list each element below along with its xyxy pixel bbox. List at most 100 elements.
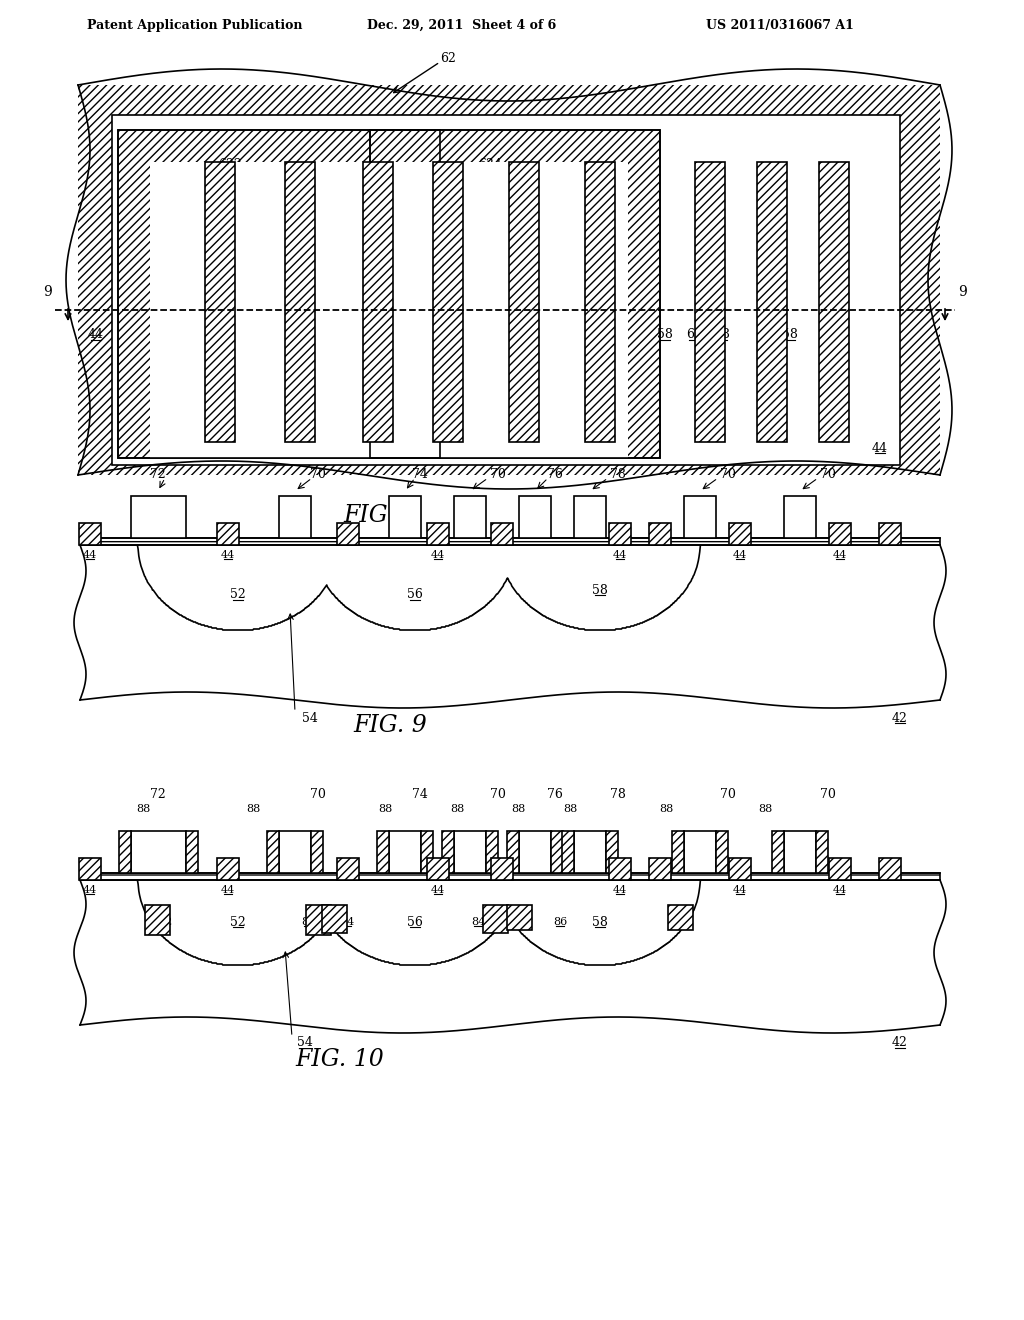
Text: 42: 42 bbox=[892, 711, 908, 725]
Text: 44: 44 bbox=[833, 550, 847, 560]
Text: 66: 66 bbox=[686, 329, 702, 342]
Bar bbox=[389, 496, 421, 539]
Text: 44: 44 bbox=[733, 884, 748, 895]
Bar bbox=[130, 496, 185, 539]
Bar bbox=[695, 162, 725, 442]
Text: 88: 88 bbox=[450, 804, 464, 814]
Text: 62: 62 bbox=[440, 51, 456, 65]
Text: 70: 70 bbox=[720, 788, 736, 801]
Bar bbox=[609, 523, 631, 545]
Bar bbox=[879, 523, 901, 545]
Bar bbox=[362, 162, 393, 442]
Bar bbox=[490, 858, 513, 880]
Text: 58: 58 bbox=[657, 329, 673, 342]
Text: FIG. 9: FIG. 9 bbox=[353, 714, 427, 738]
Text: 70: 70 bbox=[310, 788, 326, 801]
Bar bbox=[784, 832, 816, 873]
Bar bbox=[427, 523, 449, 545]
Text: 88: 88 bbox=[658, 804, 673, 814]
Bar bbox=[82, 539, 940, 545]
Bar bbox=[285, 162, 315, 442]
Text: 74: 74 bbox=[412, 467, 428, 480]
Text: 44: 44 bbox=[613, 884, 627, 895]
Text: 58: 58 bbox=[592, 583, 608, 597]
Bar bbox=[112, 115, 900, 465]
Bar bbox=[829, 523, 851, 545]
Bar bbox=[306, 906, 331, 935]
Bar bbox=[364, 162, 392, 441]
Bar bbox=[427, 858, 449, 880]
Text: 76: 76 bbox=[547, 467, 563, 480]
Bar bbox=[267, 832, 279, 873]
Bar bbox=[684, 496, 716, 539]
Bar bbox=[130, 832, 185, 873]
Bar bbox=[585, 162, 615, 442]
Bar bbox=[729, 523, 751, 545]
Text: 44: 44 bbox=[833, 884, 847, 895]
Bar bbox=[509, 162, 539, 442]
Bar bbox=[819, 162, 849, 442]
Text: 42: 42 bbox=[892, 1036, 908, 1049]
Bar bbox=[519, 832, 551, 873]
Bar bbox=[483, 906, 508, 933]
Polygon shape bbox=[80, 880, 940, 1026]
Bar bbox=[285, 162, 315, 442]
Bar bbox=[322, 906, 347, 933]
Text: 44: 44 bbox=[221, 550, 236, 560]
Bar bbox=[433, 162, 463, 442]
Text: 44: 44 bbox=[83, 550, 97, 560]
Bar bbox=[586, 162, 614, 441]
Bar bbox=[185, 832, 198, 873]
Text: 44: 44 bbox=[872, 441, 888, 454]
Bar bbox=[402, 162, 628, 458]
Bar bbox=[370, 129, 660, 458]
Text: 70: 70 bbox=[720, 467, 736, 480]
Bar bbox=[510, 162, 538, 441]
Text: 70: 70 bbox=[820, 788, 836, 801]
Bar bbox=[486, 832, 498, 873]
Bar bbox=[829, 858, 851, 880]
Text: 88: 88 bbox=[378, 804, 392, 814]
Bar bbox=[118, 129, 440, 458]
Bar bbox=[217, 858, 239, 880]
Text: 88: 88 bbox=[511, 804, 525, 814]
Bar bbox=[337, 858, 359, 880]
Bar bbox=[816, 832, 828, 873]
Bar bbox=[696, 162, 724, 441]
Bar bbox=[362, 162, 393, 442]
Bar bbox=[434, 162, 462, 441]
Bar bbox=[370, 129, 660, 458]
Text: 44: 44 bbox=[221, 884, 236, 895]
Text: 76: 76 bbox=[547, 788, 563, 801]
Text: 84: 84 bbox=[471, 917, 485, 927]
Text: 84: 84 bbox=[340, 917, 354, 927]
Text: 9: 9 bbox=[43, 285, 52, 300]
Bar bbox=[784, 496, 816, 539]
Bar bbox=[695, 162, 725, 442]
Bar bbox=[879, 858, 901, 880]
Bar bbox=[454, 496, 486, 539]
Text: 70: 70 bbox=[310, 467, 326, 480]
Bar bbox=[205, 162, 234, 442]
Text: 56: 56 bbox=[408, 916, 423, 928]
Bar bbox=[758, 162, 786, 441]
Bar bbox=[574, 496, 606, 539]
Bar bbox=[490, 523, 513, 545]
Bar bbox=[217, 523, 239, 545]
Text: 44: 44 bbox=[83, 884, 97, 895]
Bar bbox=[609, 858, 631, 880]
Text: 70: 70 bbox=[490, 788, 506, 801]
Text: US 2011/0316067 A1: US 2011/0316067 A1 bbox=[707, 18, 854, 32]
Text: 44: 44 bbox=[733, 550, 748, 560]
Text: 58: 58 bbox=[612, 329, 628, 342]
Bar bbox=[286, 162, 314, 441]
Bar bbox=[311, 832, 323, 873]
Text: 82: 82 bbox=[301, 917, 315, 927]
Bar bbox=[668, 906, 693, 931]
Bar bbox=[772, 832, 784, 873]
Bar bbox=[433, 162, 463, 442]
Text: 78: 78 bbox=[610, 467, 626, 480]
Text: 44: 44 bbox=[431, 884, 445, 895]
Bar bbox=[454, 832, 486, 873]
Bar bbox=[442, 832, 454, 873]
